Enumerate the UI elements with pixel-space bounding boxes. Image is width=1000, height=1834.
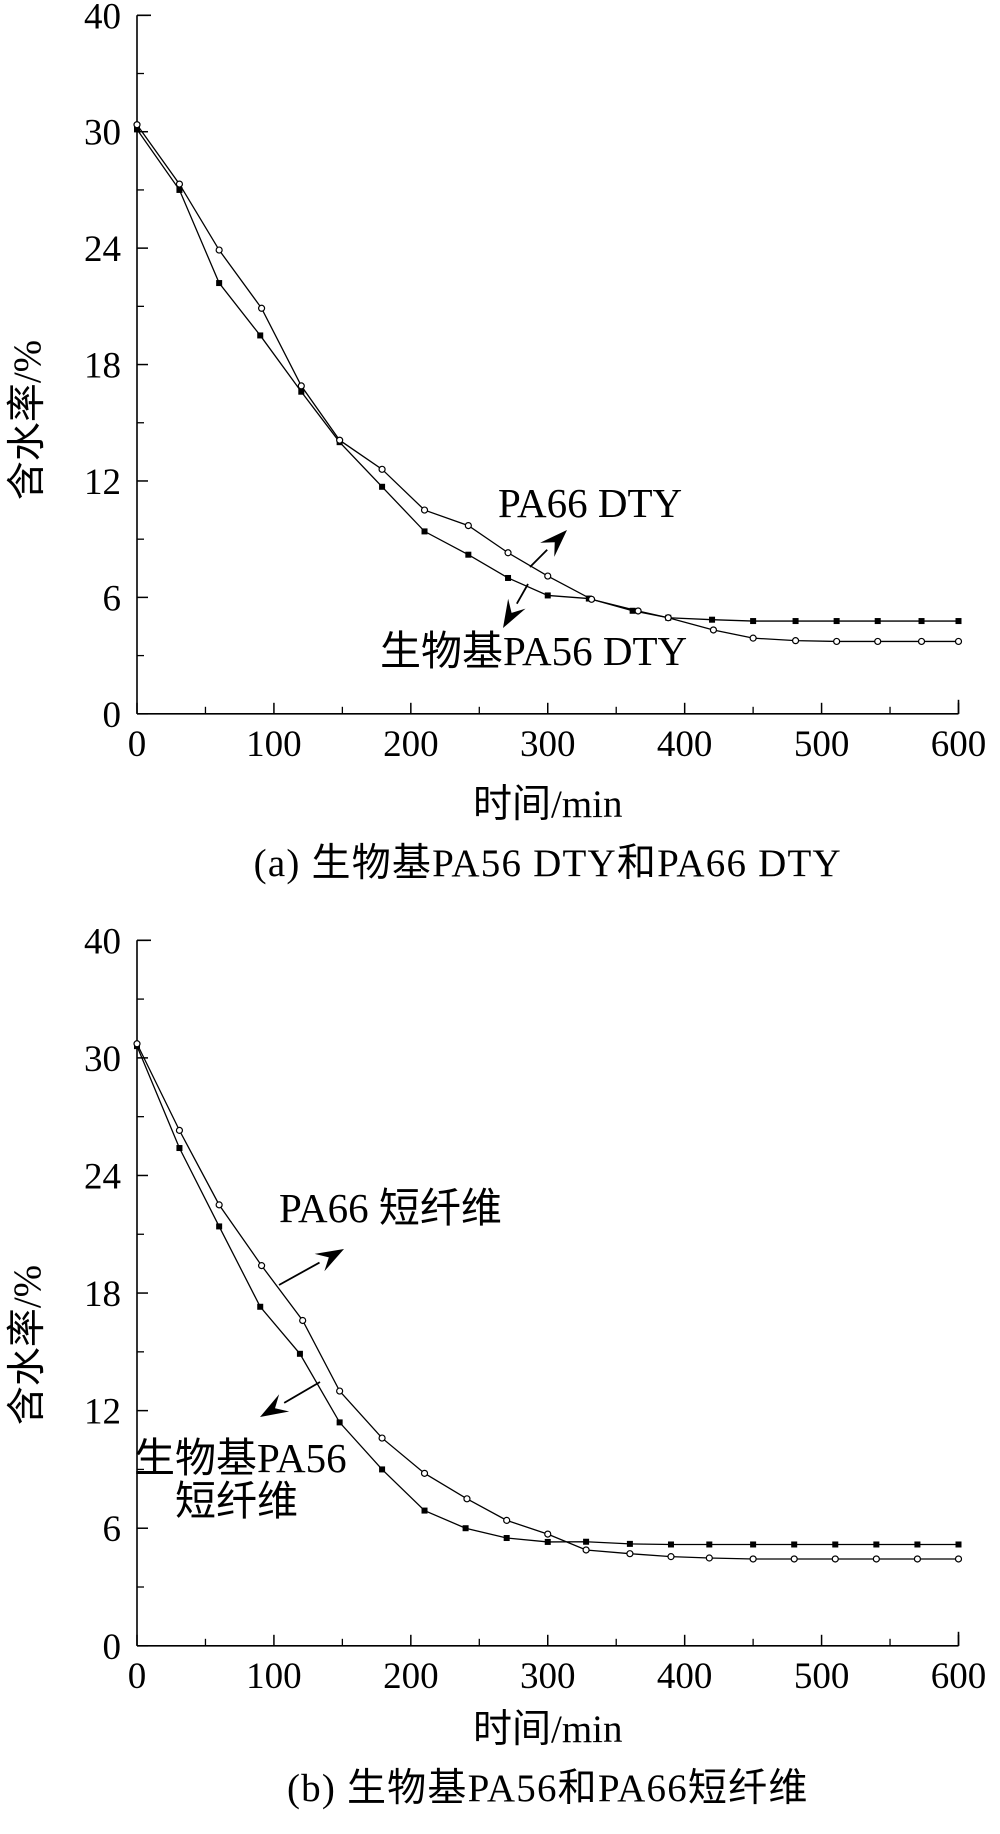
svg-text:30: 30: [84, 113, 121, 154]
svg-text:400: 400: [657, 1656, 713, 1697]
svg-text:500: 500: [794, 1656, 850, 1697]
svg-text:(a) 生物基PA56 DTY和PA66 DTY: (a) 生物基PA56 DTY和PA66 DTY: [254, 842, 842, 885]
svg-text:6: 6: [103, 578, 122, 619]
svg-text:18: 18: [84, 346, 121, 387]
svg-text:600: 600: [931, 724, 987, 765]
svg-text:30: 30: [84, 1039, 121, 1080]
svg-text:生物基PA56: 生物基PA56: [134, 1435, 347, 1481]
svg-text:40: 40: [84, 0, 121, 37]
svg-text:0: 0: [128, 724, 147, 765]
svg-text:200: 200: [383, 724, 439, 765]
svg-text:12: 12: [84, 462, 121, 503]
svg-text:0: 0: [128, 1656, 147, 1697]
svg-text:400: 400: [657, 724, 713, 765]
svg-text:40: 40: [84, 921, 121, 962]
svg-text:12: 12: [84, 1392, 121, 1433]
svg-text:500: 500: [794, 724, 850, 765]
svg-text:时间/min: 时间/min: [473, 783, 623, 826]
svg-text:300: 300: [520, 1656, 576, 1697]
svg-text:18: 18: [84, 1274, 121, 1315]
svg-text:100: 100: [246, 1656, 302, 1697]
svg-text:PA66 短纤维: PA66 短纤维: [279, 1185, 502, 1231]
svg-text:200: 200: [383, 1656, 439, 1697]
svg-text:6: 6: [103, 1509, 122, 1550]
svg-text:300: 300: [520, 724, 576, 765]
svg-text:100: 100: [246, 724, 302, 765]
svg-text:(b) 生物基PA56和PA66短纤维: (b) 生物基PA56和PA66短纤维: [287, 1767, 809, 1810]
svg-text:24: 24: [84, 1156, 121, 1197]
svg-text:含水率/%: 含水率/%: [6, 340, 49, 500]
svg-text:生物基PA56 DTY: 生物基PA56 DTY: [380, 628, 687, 674]
svg-text:24: 24: [84, 229, 121, 270]
svg-text:0: 0: [103, 1627, 122, 1668]
svg-text:PA66 DTY: PA66 DTY: [498, 480, 682, 526]
svg-text:0: 0: [103, 695, 122, 736]
svg-text:600: 600: [931, 1656, 987, 1697]
svg-text:时间/min: 时间/min: [473, 1708, 623, 1751]
svg-text:短纤维: 短纤维: [175, 1478, 298, 1524]
svg-text:含水率/%: 含水率/%: [6, 1265, 49, 1425]
